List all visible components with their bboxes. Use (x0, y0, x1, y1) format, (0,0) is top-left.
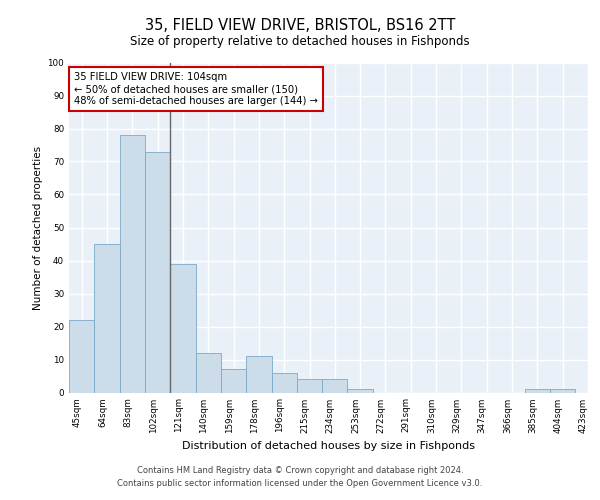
Bar (246, 356, 272, 393)
X-axis label: Distribution of detached houses by size in Fishponds: Distribution of detached houses by size … (182, 441, 475, 451)
Bar (550, 389, 575, 392)
Bar (272, 372, 297, 392)
Bar (347, 389, 373, 392)
Text: 35 FIELD VIEW DRIVE: 104sqm
← 50% of detached houses are smaller (150)
48% of se: 35 FIELD VIEW DRIVE: 104sqm ← 50% of det… (74, 72, 318, 106)
Bar (170, 264, 196, 392)
Text: Size of property relative to detached houses in Fishponds: Size of property relative to detached ho… (130, 35, 470, 48)
Bar (145, 152, 170, 392)
Bar (525, 389, 550, 392)
Text: Contains HM Land Registry data © Crown copyright and database right 2024.
Contai: Contains HM Land Registry data © Crown c… (118, 466, 482, 487)
Bar (196, 353, 221, 393)
Text: 35, FIELD VIEW DRIVE, BRISTOL, BS16 2TT: 35, FIELD VIEW DRIVE, BRISTOL, BS16 2TT (145, 18, 455, 32)
Bar (94, 244, 119, 392)
Y-axis label: Number of detached properties: Number of detached properties (33, 146, 43, 310)
Bar (297, 380, 322, 392)
Bar (322, 380, 347, 392)
Bar (221, 370, 246, 392)
Bar (119, 135, 145, 392)
Bar (69, 320, 94, 392)
